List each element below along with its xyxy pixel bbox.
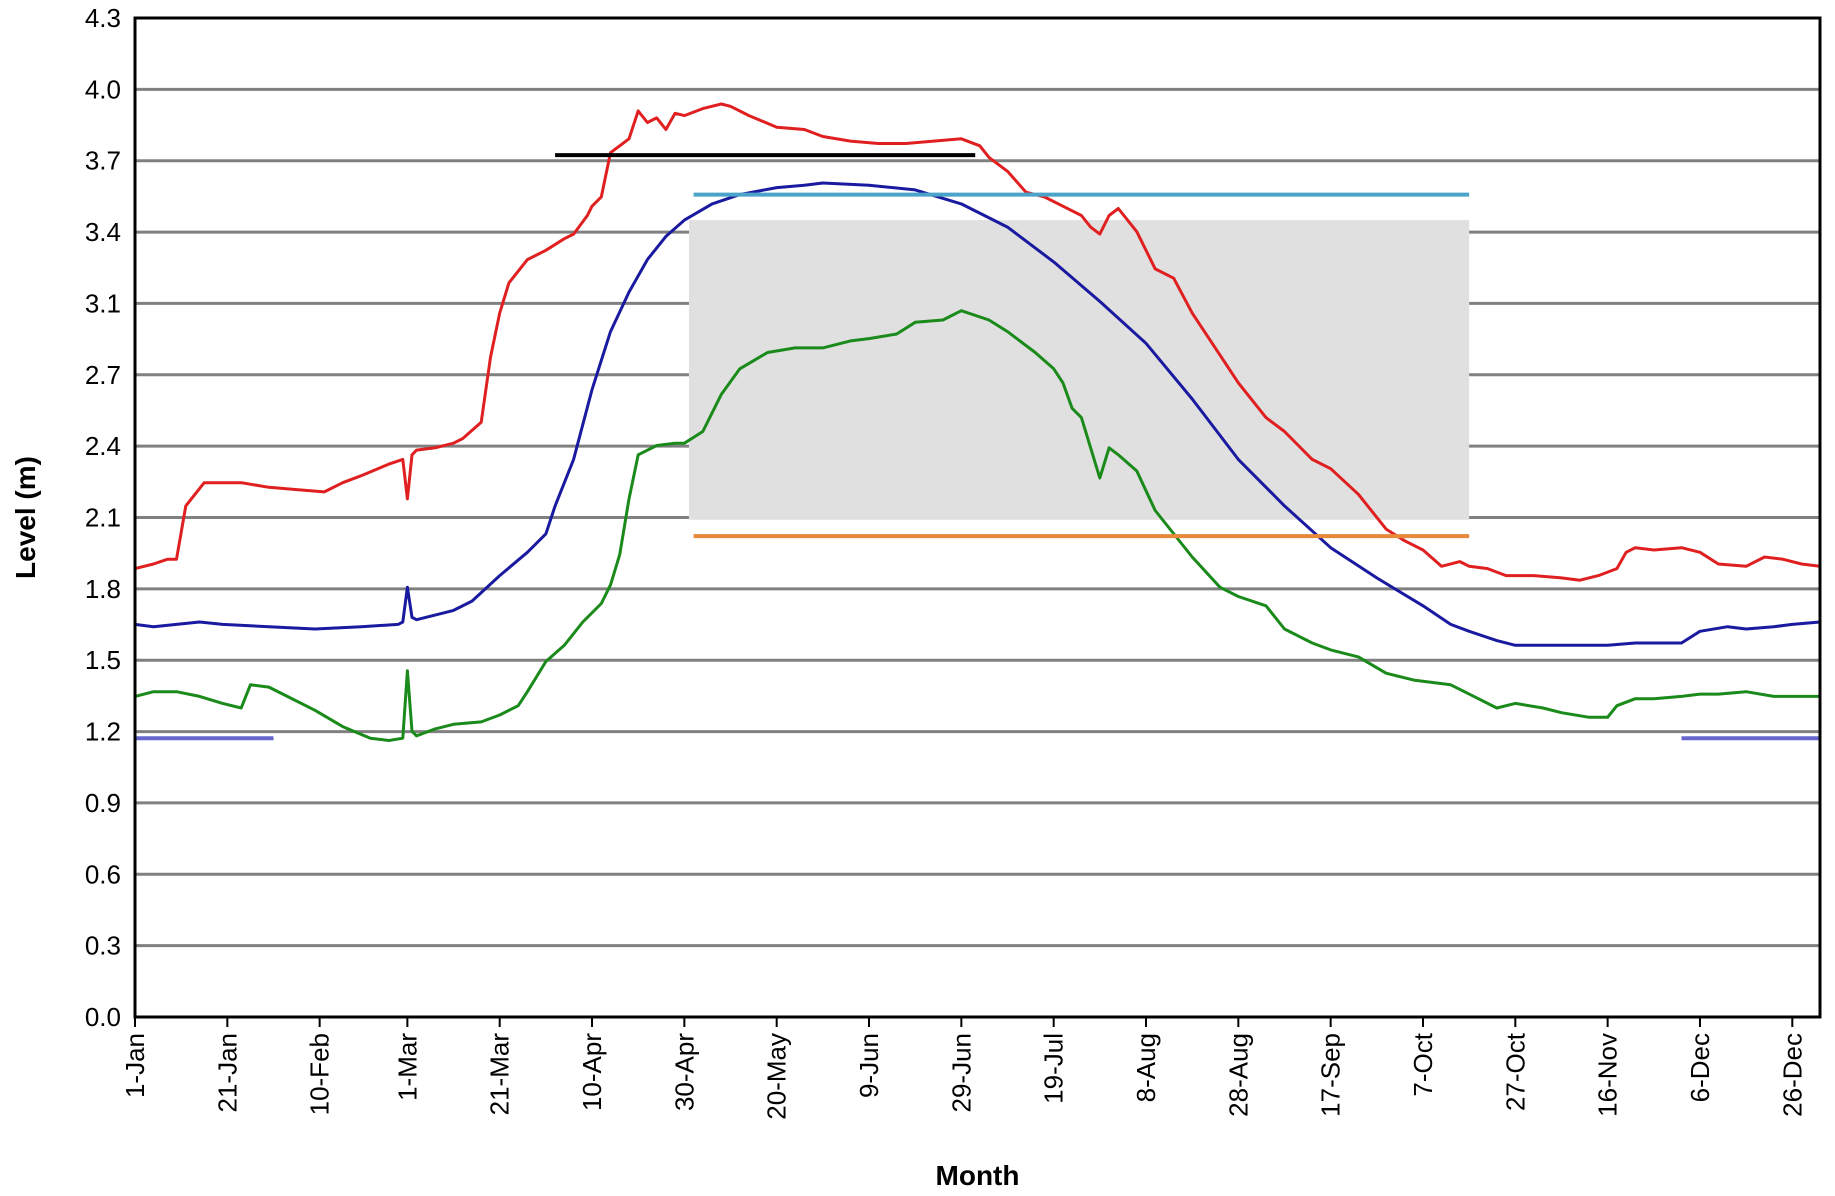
- x-tick-label: 17-Sep: [1316, 1033, 1346, 1117]
- x-tick-label: 16-Nov: [1593, 1033, 1623, 1117]
- x-tick-label: 28-Aug: [1223, 1033, 1253, 1117]
- x-tick-label: 21-Jan: [212, 1033, 242, 1113]
- y-tick-label: 3.7: [85, 146, 121, 176]
- x-tick-label: 6-Dec: [1685, 1033, 1715, 1102]
- y-tick-label: 0.0: [85, 1002, 121, 1032]
- y-tick-label: 1.2: [85, 717, 121, 747]
- x-tick-label: 9-Jun: [854, 1033, 884, 1098]
- x-tick-label: 26-Dec: [1777, 1033, 1807, 1117]
- series-line-2: [134, 181, 1821, 647]
- y-tick-label: 1.5: [85, 645, 121, 675]
- y-tick-label: 3.1: [85, 288, 121, 318]
- shaded-band-rect: [688, 220, 1470, 520]
- x-tick-label: 20-May: [762, 1033, 792, 1120]
- x-tick-label: 10-Apr: [577, 1033, 607, 1111]
- plot-area-frame: [133, 16, 1822, 1019]
- x-tick-label: 29-Jun: [946, 1033, 976, 1113]
- y-tick-label: 2.4: [85, 431, 121, 461]
- x-tick-label: 19-Jul: [1039, 1033, 1069, 1104]
- x-tick-label: 1-Mar: [392, 1033, 422, 1101]
- x-axis-label: Month: [936, 1160, 1020, 1191]
- y-axis-label: Level (m): [10, 456, 41, 579]
- y-tick-label: 2.1: [85, 503, 121, 533]
- series-line-1: [134, 102, 1821, 582]
- y-tick-label: 3.4: [85, 217, 121, 247]
- series-lines: [134, 102, 1821, 742]
- y-tick-label: 4.0: [85, 74, 121, 104]
- x-tick-label: 7-Oct: [1408, 1032, 1438, 1096]
- x-tick-label: 10-Feb: [305, 1033, 335, 1115]
- x-tick-label: 8-Aug: [1131, 1033, 1161, 1102]
- x-tick-label: 1-Jan: [120, 1033, 150, 1098]
- reference-lines: [135, 153, 1820, 741]
- x-tick-label: 21-Mar: [485, 1033, 515, 1116]
- x-tick-label: 27-Oct: [1500, 1032, 1530, 1111]
- y-tick-labels: 0.0 0.3 0.6 0.9 1.2 1.5 1.8 2.1 2.4 2.7 3.1 3.4 3.7 4…: [85, 3, 121, 1032]
- series-line-3: [134, 309, 1820, 742]
- x-ticks: 1-Jan 21-Jan 10-Feb 1-Mar 21-Mar 10-Apr 30-Apr…: [120, 1017, 1807, 1120]
- y-tick-label: 0.3: [85, 931, 121, 961]
- y-tick-label: 0.6: [85, 859, 121, 889]
- shaded-band: [688, 220, 1470, 520]
- y-tick-label: 1.8: [85, 574, 121, 604]
- y-tick-label: 0.9: [85, 788, 121, 818]
- x-tick-label: 30-Apr: [669, 1033, 699, 1111]
- y-tick-label: 4.3: [85, 3, 121, 33]
- y-tick-label: 2.7: [85, 360, 121, 390]
